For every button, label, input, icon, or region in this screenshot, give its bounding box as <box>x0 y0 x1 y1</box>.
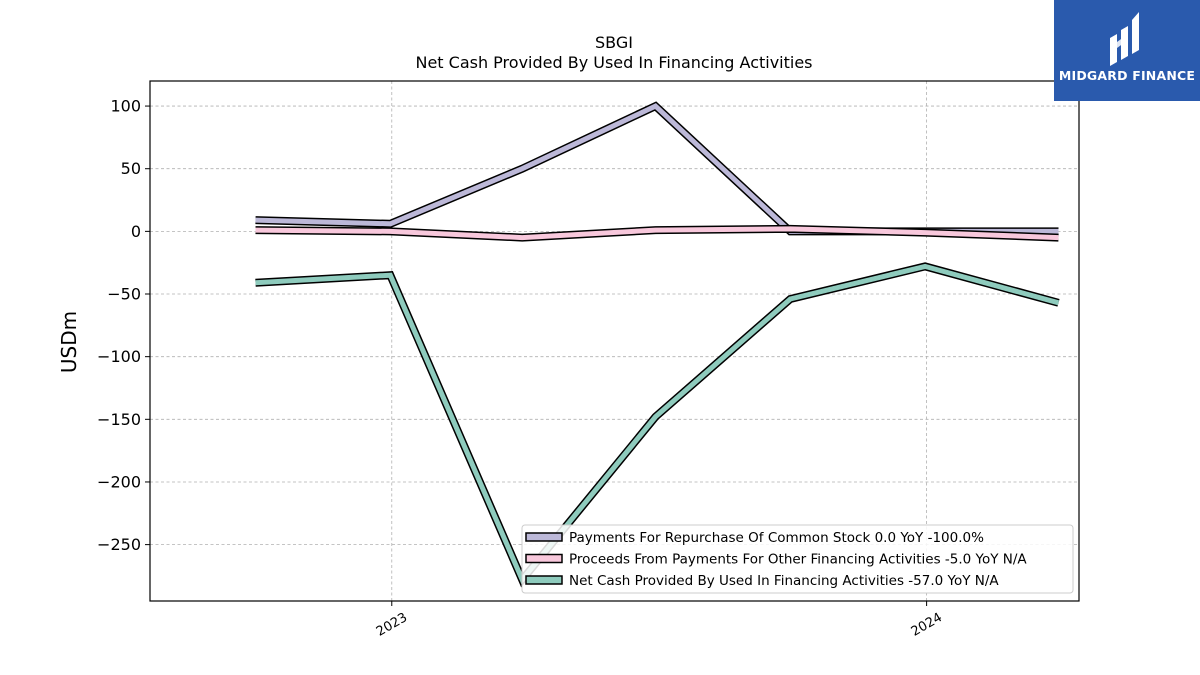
x-tick-label: 2024 <box>909 610 945 640</box>
logo-text: MIDGARD FINANCE <box>1058 68 1196 83</box>
legend: Payments For Repurchase Of Common Stock … <box>521 524 1074 594</box>
y-axis-label: USDm <box>57 311 81 373</box>
y-tick-label: −250 <box>97 535 141 554</box>
legend-label: Net Cash Provided By Used In Financing A… <box>569 573 999 589</box>
plot-frame <box>149 80 1080 602</box>
legend-item: Payments For Repurchase Of Common Stock … <box>525 530 984 546</box>
brand-logo: MIDGARD FINANCE <box>1054 0 1200 101</box>
series-lines <box>255 101 1060 588</box>
legend-label: Payments For Repurchase Of Common Stock … <box>569 530 984 546</box>
grid <box>150 81 1079 601</box>
y-tick-label: −150 <box>97 410 141 429</box>
legend-item: Proceeds From Payments For Other Financi… <box>525 552 1027 568</box>
legend-swatch <box>525 553 563 564</box>
legend-swatch <box>525 532 563 542</box>
legend-item: Net Cash Provided By Used In Financing A… <box>525 573 999 589</box>
series-3 <box>255 262 1060 588</box>
y-tick-label: 0 <box>131 222 141 241</box>
y-tick-label: 50 <box>121 159 141 178</box>
y-tick-label: −50 <box>107 285 141 304</box>
legend-box <box>521 524 1074 594</box>
y-tick-label: 100 <box>110 97 141 116</box>
x-tick-label: 2023 <box>374 610 410 640</box>
legend-label: Proceeds From Payments For Other Financi… <box>569 552 1027 568</box>
logo-mark-icon <box>1110 12 1139 66</box>
chart-title: SBGI <box>595 33 633 52</box>
y-tick-label: −100 <box>97 347 141 366</box>
series-line <box>255 226 1059 241</box>
chart-subtitle: Net Cash Provided By Used In Financing A… <box>415 53 812 72</box>
series-line <box>255 263 1060 585</box>
y-tick-label: −200 <box>97 472 141 491</box>
legend-swatch <box>525 575 563 585</box>
series-2 <box>255 224 1059 242</box>
